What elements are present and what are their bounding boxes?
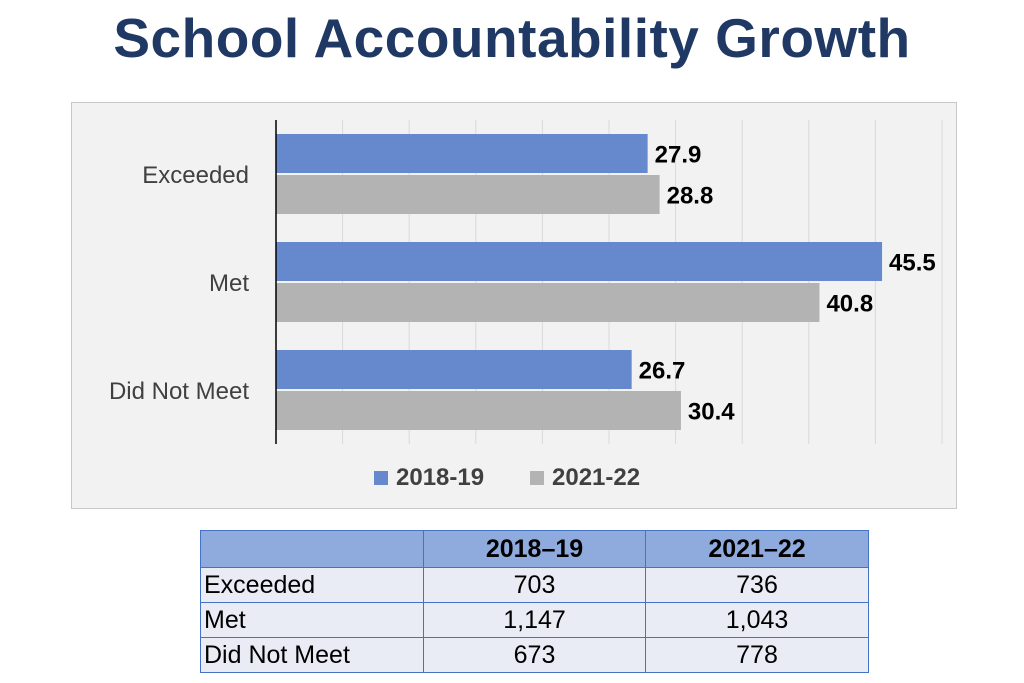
table-row: Did Not Meet 673 778: [200, 637, 869, 673]
data-label: 40.8: [826, 291, 873, 318]
data-label: 45.5: [889, 250, 936, 277]
data-label: 28.8: [667, 183, 714, 210]
table-row: Exceeded 703 736: [200, 567, 869, 603]
legend-swatch: [374, 471, 388, 485]
counts-table: 2018–19 2021–22 Exceeded 703 736 Met 1,1…: [200, 530, 869, 673]
table-cell: 1,147: [423, 602, 646, 638]
table-cell: Met: [200, 602, 424, 638]
bar: [276, 350, 632, 389]
bar: [276, 242, 883, 281]
category-label: Exceeded: [142, 162, 249, 189]
table-cell: Exceeded: [200, 567, 424, 603]
table-cell: 1,043: [645, 602, 869, 638]
bar: [276, 283, 820, 322]
data-label: 27.9: [655, 142, 702, 169]
table-header-cell: 2021–22: [645, 530, 869, 568]
table-cell: 778: [645, 637, 869, 673]
table-cell: 673: [423, 637, 646, 673]
chart-panel: 27.9 28.8 Exceeded 45.5 40.8 Met 26.7 30.4 Did N…: [71, 102, 957, 509]
data-label: 30.4: [688, 399, 735, 426]
table-header-cell: [200, 530, 424, 568]
legend-swatch: [530, 471, 544, 485]
legend-label: 2021-22: [552, 464, 640, 491]
bar: [276, 175, 660, 214]
data-label: 26.7: [639, 358, 686, 385]
page-title: School Accountability Growth: [113, 7, 911, 69]
legend-label: 2018-19: [396, 464, 484, 491]
table-header-row: 2018–19 2021–22: [200, 530, 869, 568]
table-cell: 736: [645, 567, 869, 603]
category-label: Met: [209, 270, 249, 297]
bar: [276, 134, 648, 173]
table-header-cell: 2018–19: [423, 530, 646, 568]
table-row: Met 1,147 1,043: [200, 602, 869, 638]
bar-chart: 27.9 28.8 Exceeded 45.5 40.8 Met 26.730.4 Did N…: [109, 120, 943, 491]
table-cell: Did Not Meet: [200, 637, 424, 673]
bar: [276, 391, 681, 430]
table-cell: 703: [423, 567, 646, 603]
category-label: Did Not Meet: [109, 378, 249, 405]
